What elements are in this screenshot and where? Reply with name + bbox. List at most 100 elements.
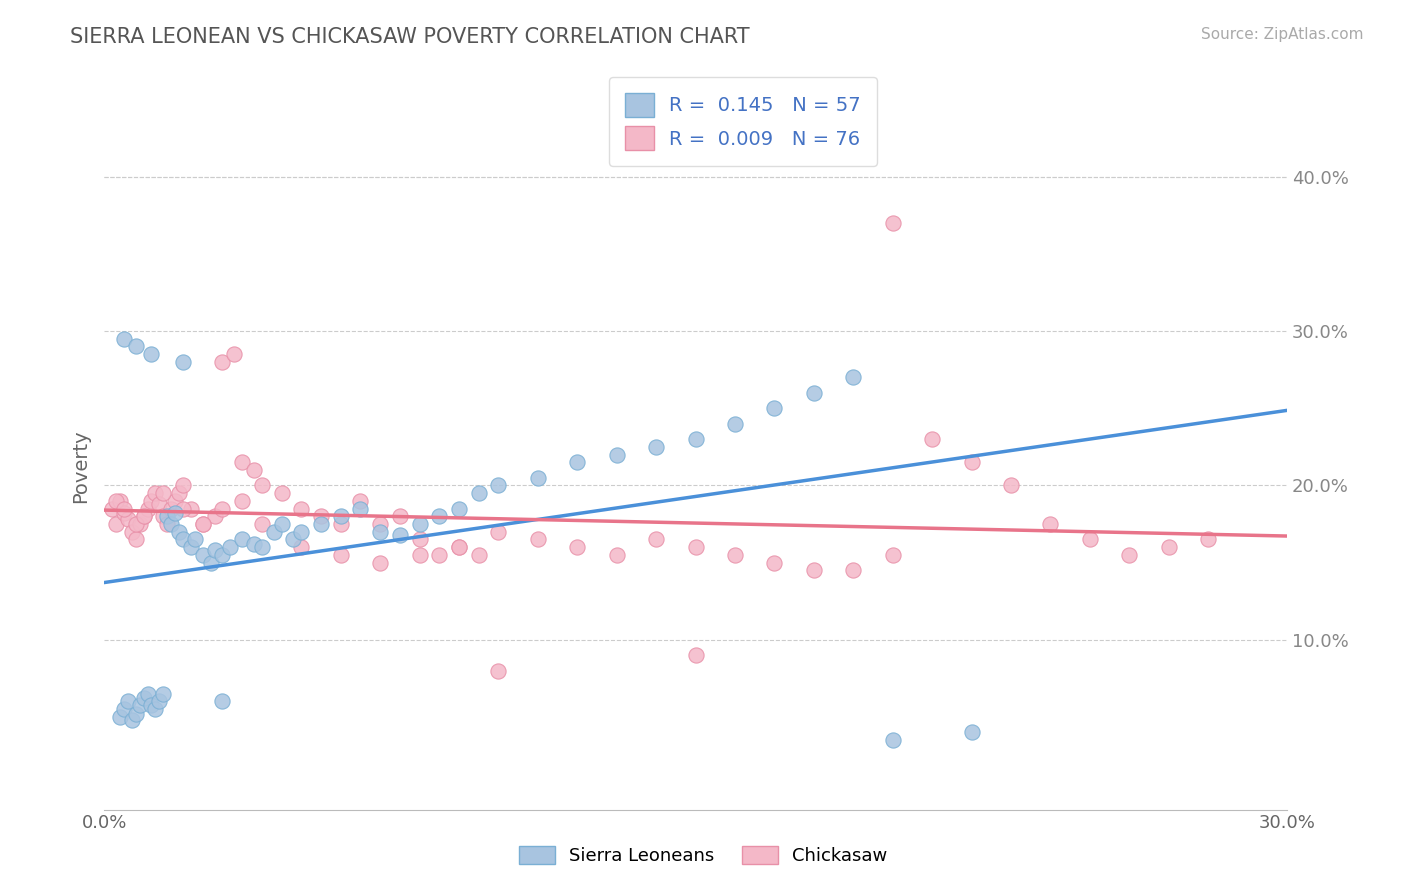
Point	[527, 471, 550, 485]
Legend: R =  0.145   N = 57, R =  0.009   N = 76: R = 0.145 N = 57, R = 0.009 N = 76	[609, 78, 877, 166]
Point	[184, 533, 207, 547]
Point	[160, 516, 183, 531]
Point	[882, 548, 904, 562]
Text: Source: ZipAtlas.com: Source: ZipAtlas.com	[1201, 27, 1364, 42]
Point	[204, 543, 226, 558]
Point	[606, 448, 628, 462]
Point	[132, 509, 155, 524]
Point	[191, 516, 214, 531]
Point	[156, 509, 179, 524]
Point	[1078, 533, 1101, 547]
Point	[191, 516, 214, 531]
Point	[567, 455, 589, 469]
Point	[567, 540, 589, 554]
Point	[724, 548, 747, 562]
Point	[388, 528, 411, 542]
Point	[388, 509, 411, 524]
Point	[231, 455, 253, 469]
Point	[132, 509, 155, 524]
Point	[172, 533, 194, 547]
Point	[427, 548, 450, 562]
Point	[447, 540, 470, 554]
Y-axis label: Poverty: Poverty	[72, 429, 90, 503]
Point	[124, 516, 146, 531]
Point	[148, 694, 170, 708]
Point	[467, 486, 489, 500]
Point	[1197, 533, 1219, 547]
Point	[145, 702, 167, 716]
Point	[112, 501, 135, 516]
Point	[243, 463, 266, 477]
Point	[329, 516, 352, 531]
Point	[211, 355, 233, 369]
Point	[645, 533, 668, 547]
Point	[447, 501, 470, 516]
Point	[488, 524, 510, 539]
Point	[141, 698, 163, 712]
Point	[204, 509, 226, 524]
Point	[200, 556, 222, 570]
Point	[117, 512, 139, 526]
Point	[270, 486, 292, 500]
Point	[136, 687, 159, 701]
Point	[488, 664, 510, 678]
Point	[172, 478, 194, 492]
Point	[165, 506, 187, 520]
Point	[250, 516, 273, 531]
Point	[250, 540, 273, 554]
Point	[290, 501, 312, 516]
Point	[112, 332, 135, 346]
Point	[1000, 478, 1022, 492]
Legend: Sierra Leoneans, Chickasaw: Sierra Leoneans, Chickasaw	[509, 837, 897, 874]
Point	[156, 516, 179, 531]
Point	[270, 516, 292, 531]
Point	[121, 713, 143, 727]
Point	[165, 493, 187, 508]
Point	[803, 385, 825, 400]
Point	[152, 687, 174, 701]
Point	[763, 401, 786, 416]
Point	[180, 501, 202, 516]
Point	[136, 501, 159, 516]
Point	[104, 493, 127, 508]
Point	[685, 540, 707, 554]
Point	[606, 548, 628, 562]
Point	[211, 694, 233, 708]
Point	[368, 556, 391, 570]
Point	[842, 563, 865, 577]
Point	[290, 540, 312, 554]
Point	[152, 509, 174, 524]
Point	[685, 432, 707, 446]
Point	[231, 493, 253, 508]
Point	[408, 548, 430, 562]
Point	[112, 506, 135, 520]
Point	[309, 516, 332, 531]
Point	[132, 691, 155, 706]
Point	[368, 516, 391, 531]
Point	[882, 216, 904, 230]
Point	[211, 501, 233, 516]
Point	[167, 486, 190, 500]
Point	[408, 516, 430, 531]
Point	[467, 548, 489, 562]
Point	[148, 497, 170, 511]
Point	[724, 417, 747, 431]
Point	[960, 725, 983, 739]
Point	[191, 548, 214, 562]
Point	[104, 516, 127, 531]
Point	[921, 432, 943, 446]
Point	[141, 493, 163, 508]
Point	[368, 524, 391, 539]
Point	[243, 537, 266, 551]
Point	[172, 355, 194, 369]
Point	[1039, 516, 1062, 531]
Point	[112, 702, 135, 716]
Point	[180, 540, 202, 554]
Point	[128, 516, 150, 531]
Point	[121, 524, 143, 539]
Point	[1157, 540, 1180, 554]
Point	[527, 533, 550, 547]
Point	[349, 493, 371, 508]
Point	[172, 501, 194, 516]
Point	[960, 455, 983, 469]
